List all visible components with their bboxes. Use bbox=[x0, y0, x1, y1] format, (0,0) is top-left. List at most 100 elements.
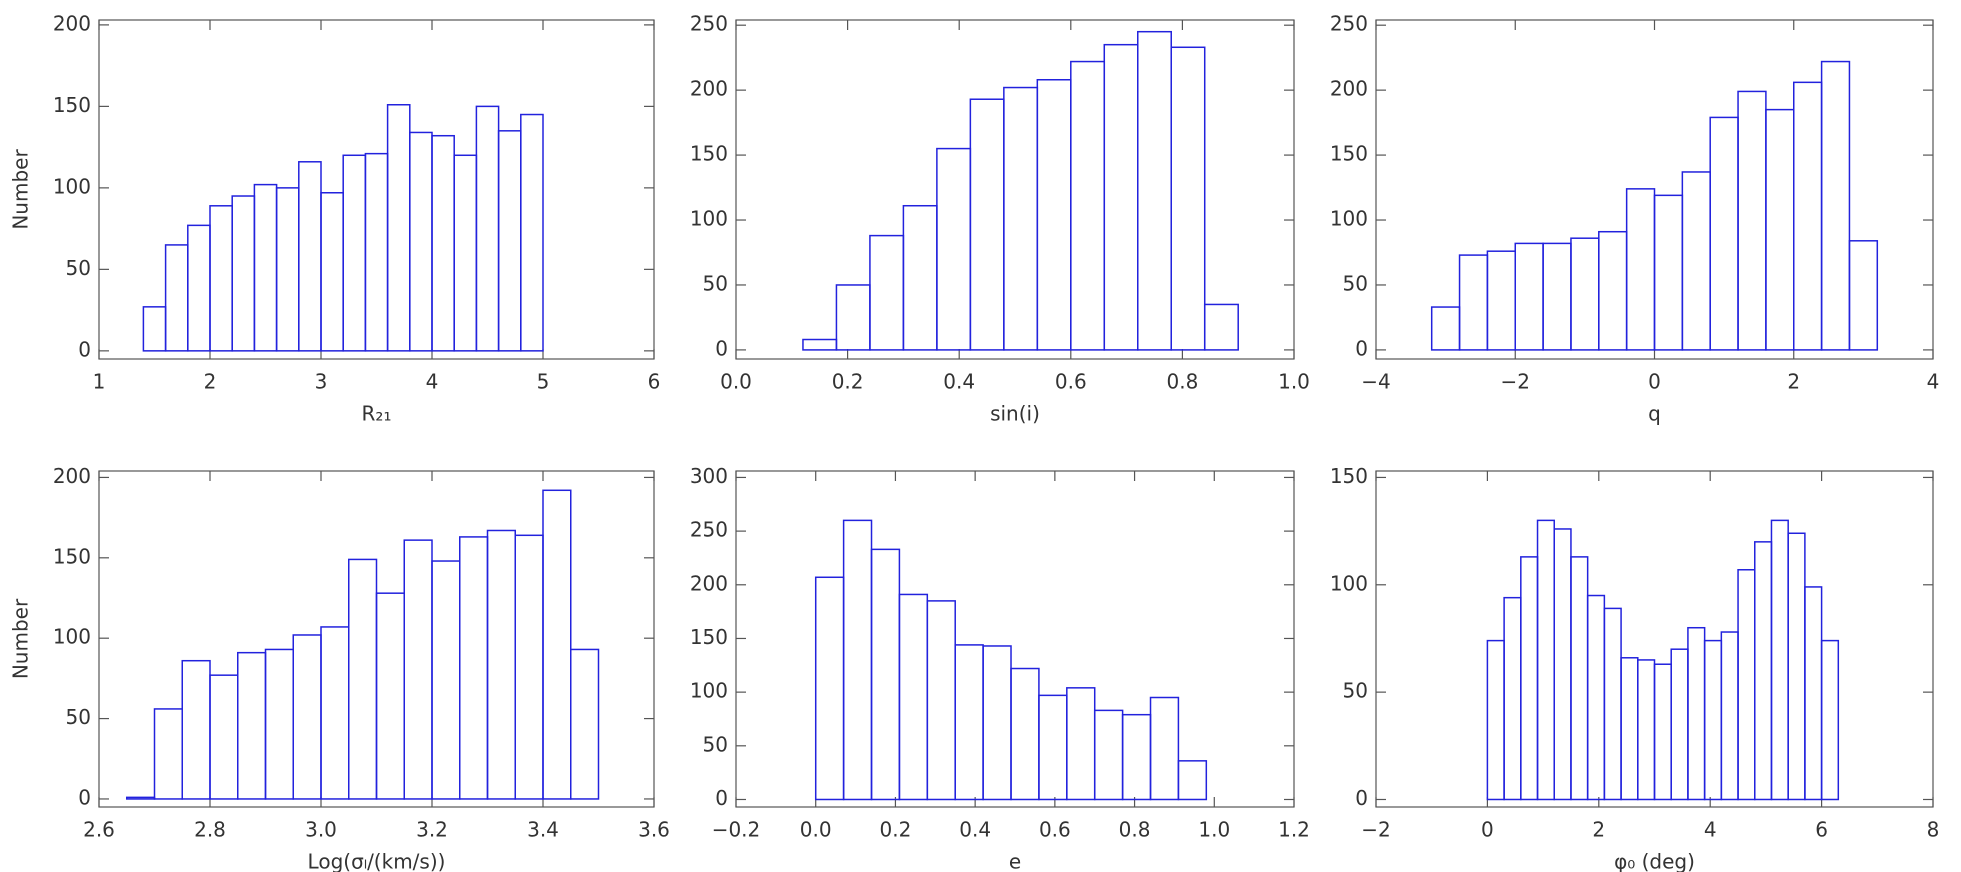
y-tick-label: 200 bbox=[53, 11, 91, 35]
y-tick-label: 200 bbox=[1330, 77, 1368, 101]
x-tick-label: 2 bbox=[204, 370, 217, 394]
histogram-bar bbox=[1820, 639, 1840, 801]
x-tick-label: 2 bbox=[1592, 818, 1605, 842]
histogram-bar bbox=[1149, 696, 1180, 801]
x-tick-label: 0.6 bbox=[1039, 818, 1071, 842]
histogram-bar bbox=[126, 796, 156, 800]
histogram-bar bbox=[231, 195, 256, 352]
histogram-bar bbox=[1625, 188, 1656, 351]
x-tick-label: 4 bbox=[426, 370, 439, 394]
histogram-bar bbox=[1804, 586, 1823, 801]
histogram-bar bbox=[1570, 556, 1589, 801]
histogram-bar bbox=[375, 592, 405, 800]
plot-frame bbox=[735, 19, 1295, 360]
histogram-bar bbox=[1458, 254, 1489, 351]
histogram-bar bbox=[1121, 713, 1152, 801]
x-tick-label: 1.2 bbox=[1278, 818, 1310, 842]
histogram-bar bbox=[1653, 663, 1672, 801]
x-tick-label: −2 bbox=[1501, 370, 1530, 394]
x-tick-label: 0.4 bbox=[959, 818, 991, 842]
histogram-bar bbox=[1681, 171, 1711, 351]
x-axis-label: φ₀ (deg) bbox=[1614, 850, 1695, 872]
histogram-bar bbox=[486, 529, 516, 800]
histogram-bar bbox=[1486, 639, 1505, 801]
histogram-bar bbox=[1709, 116, 1739, 351]
y-tick-label: 0 bbox=[1355, 786, 1368, 810]
y-tick-label: 250 bbox=[690, 518, 728, 542]
x-axis-label: e bbox=[1009, 850, 1021, 872]
y-tick-label: 200 bbox=[53, 464, 91, 488]
histogram-bar bbox=[814, 576, 845, 801]
x-tick-label: 0 bbox=[1648, 370, 1661, 394]
y-axis-label: Number bbox=[9, 149, 33, 230]
y-tick-label: 200 bbox=[690, 77, 728, 101]
y-tick-label: 250 bbox=[1330, 12, 1368, 36]
histogram-bar bbox=[1010, 667, 1040, 801]
histogram-bar bbox=[1793, 81, 1823, 351]
histogram-bar bbox=[409, 131, 433, 352]
x-tick-label: 2.6 bbox=[83, 818, 115, 842]
histogram-bar bbox=[1787, 532, 1806, 801]
histogram-bar bbox=[1003, 86, 1039, 351]
histogram-bar bbox=[1070, 60, 1106, 351]
histogram-bar bbox=[1703, 639, 1723, 801]
histogram-bar bbox=[320, 626, 350, 800]
y-tick-label: 50 bbox=[703, 271, 728, 295]
histogram-bar bbox=[1687, 626, 1706, 801]
y-tick-label: 100 bbox=[53, 625, 91, 649]
histogram-bar bbox=[1603, 607, 1622, 801]
histogram-bar bbox=[342, 154, 367, 352]
histogram-bar bbox=[1036, 78, 1072, 351]
histogram-bar bbox=[1486, 250, 1517, 351]
y-tick-label: 100 bbox=[1330, 571, 1368, 595]
histogram-bar bbox=[1570, 237, 1600, 351]
histogram-bar bbox=[898, 593, 929, 801]
histogram-bar bbox=[275, 187, 300, 352]
histogram-bar bbox=[1770, 519, 1789, 801]
histogram-bar bbox=[1765, 108, 1795, 351]
histogram-bar bbox=[237, 651, 267, 800]
x-tick-label: 3.6 bbox=[638, 818, 670, 842]
x-tick-label: 3.2 bbox=[416, 818, 448, 842]
histogram-bar bbox=[936, 147, 972, 351]
y-tick-label: 0 bbox=[715, 336, 728, 360]
histogram-bar bbox=[320, 192, 344, 352]
histogram-bar bbox=[1103, 43, 1139, 351]
x-tick-label: 0.8 bbox=[1166, 370, 1198, 394]
y-tick-label: 150 bbox=[690, 142, 728, 166]
x-tick-label: 1 bbox=[93, 370, 106, 394]
y-tick-label: 50 bbox=[66, 256, 91, 280]
histogram-bar bbox=[1066, 687, 1096, 801]
histogram-bar bbox=[364, 152, 389, 352]
y-tick-label: 50 bbox=[1343, 679, 1368, 703]
y-tick-label: 150 bbox=[690, 625, 728, 649]
histogram-bar bbox=[187, 224, 211, 352]
y-tick-label: 300 bbox=[690, 464, 728, 488]
histogram-bar bbox=[1503, 596, 1522, 801]
x-tick-label: 0.0 bbox=[720, 370, 752, 394]
x-tick-label: 3 bbox=[315, 370, 328, 394]
x-tick-label: 0.2 bbox=[832, 370, 864, 394]
histogram-bar bbox=[520, 113, 544, 352]
x-tick-label: 1.0 bbox=[1198, 818, 1230, 842]
histogram-bar bbox=[298, 161, 322, 352]
y-tick-label: 50 bbox=[703, 732, 728, 756]
histogram-bar bbox=[1520, 556, 1539, 801]
x-tick-label: 0.6 bbox=[1055, 370, 1087, 394]
y-tick-label: 150 bbox=[1330, 142, 1368, 166]
histogram-bar bbox=[969, 98, 1005, 351]
histogram-bar bbox=[842, 519, 873, 801]
histogram-bar bbox=[802, 338, 838, 351]
histogram-bar bbox=[164, 244, 189, 352]
x-tick-label: 0.8 bbox=[1119, 818, 1151, 842]
histogram-bar bbox=[869, 234, 905, 351]
y-tick-label: 100 bbox=[1330, 207, 1368, 231]
x-tick-label: −0.2 bbox=[712, 818, 761, 842]
x-tick-label: 1.0 bbox=[1278, 370, 1310, 394]
histogram-bar bbox=[1553, 528, 1572, 801]
histogram-bar bbox=[514, 534, 544, 800]
histogram-bar bbox=[1737, 90, 1767, 351]
y-tick-label: 150 bbox=[1330, 464, 1368, 488]
y-tick-label: 250 bbox=[690, 12, 728, 36]
histogram-bar bbox=[1720, 631, 1739, 801]
